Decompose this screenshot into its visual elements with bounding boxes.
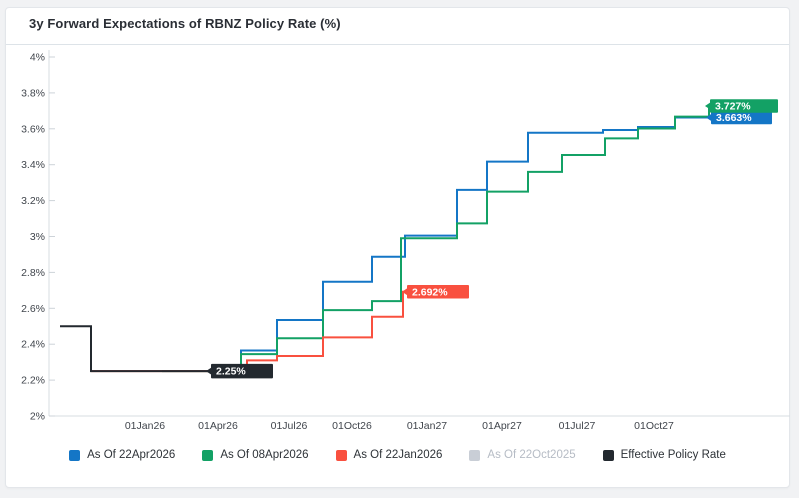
legend-swatch-gray	[469, 449, 481, 461]
series-line-4[interactable]	[60, 325, 215, 373]
x-tick-label: 01Apr26	[198, 420, 238, 432]
y-tick-label: 3%	[30, 231, 45, 243]
y-tick-label: 2.6%	[21, 303, 45, 315]
legend-item-as-of-08apr2026[interactable]: As Of 08Apr2026	[202, 449, 309, 461]
legend-label: As Of 22Apr2026	[87, 449, 176, 461]
y-tick-label: 4%	[30, 52, 45, 64]
series-line-2[interactable]	[91, 290, 406, 373]
legend-label: As Of 08Apr2026	[220, 449, 309, 461]
x-tick-label: 01Jul26	[271, 420, 308, 432]
chart-card: 3y Forward Expectations of RBNZ Policy R…	[5, 7, 790, 488]
title-divider	[6, 44, 789, 45]
legend-item-as-of-22jan2026[interactable]: As Of 22Jan2026	[335, 449, 443, 461]
value-label-arrow	[402, 287, 408, 296]
series-line-1[interactable]	[162, 105, 710, 373]
value-label-box	[711, 110, 772, 125]
y-tick-label: 2.8%	[21, 267, 45, 279]
y-tick-label: 3.4%	[21, 159, 45, 171]
legend-item-as-of-22oct2025[interactable]: As Of 22Oct2025	[469, 449, 576, 461]
value-label-arrow	[206, 367, 212, 376]
legend-swatch-blue	[69, 449, 81, 461]
series-line-0[interactable]	[215, 116, 710, 373]
y-tick-label: 3.8%	[21, 87, 45, 99]
legend-label: As Of 22Oct2025	[487, 449, 576, 461]
legend-label: Effective Policy Rate	[620, 449, 726, 461]
x-tick-label: 01Apr27	[482, 420, 522, 432]
x-tick-label: 01Jul27	[559, 420, 596, 432]
legend-item-as-of-22apr2026[interactable]: As Of 22Apr2026	[69, 449, 175, 461]
legend-swatch-green	[202, 449, 214, 461]
value-label-arrow	[705, 102, 711, 111]
chart-title: 3y Forward Expectations of RBNZ Policy R…	[29, 16, 341, 31]
value-label-box	[710, 99, 778, 113]
y-tick-label: 2.2%	[21, 375, 45, 387]
x-tick-label: 01Jan26	[125, 420, 165, 432]
value-label-box	[211, 363, 273, 379]
value-label: 3.663%	[716, 112, 752, 124]
value-label: 2.25%	[216, 366, 246, 378]
y-tick-label: 3.2%	[21, 195, 45, 207]
chart-legend: As Of 22Apr2026 As Of 08Apr2026 As Of 22…	[6, 449, 789, 461]
legend-swatch-black	[602, 449, 614, 461]
legend-item-effective-policy-rate[interactable]: Effective Policy Rate	[602, 449, 726, 461]
x-tick-label: 01Oct26	[332, 420, 372, 432]
value-label-arrow	[706, 113, 712, 122]
legend-swatch-red	[335, 449, 347, 461]
legend-label: As Of 22Jan2026	[353, 449, 443, 461]
x-tick-label: 01Jan27	[407, 420, 447, 432]
value-label: 2.692%	[412, 286, 448, 298]
y-tick-label: 2%	[30, 411, 45, 423]
y-tick-label: 3.6%	[21, 123, 45, 135]
value-label: 3.727%	[715, 101, 751, 113]
value-label-box	[407, 285, 469, 299]
x-tick-label: 01Oct27	[634, 420, 674, 432]
y-tick-label: 2.4%	[21, 339, 45, 351]
